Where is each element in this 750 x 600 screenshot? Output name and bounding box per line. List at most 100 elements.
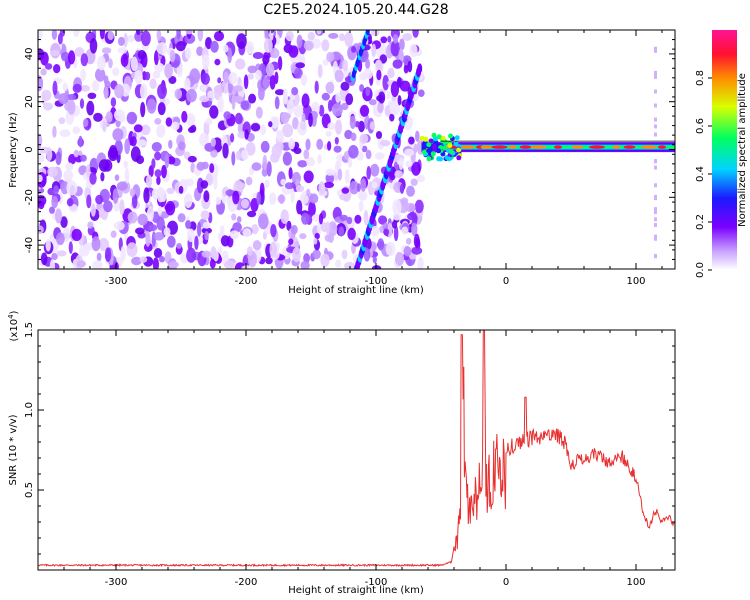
heatmap-cell bbox=[363, 210, 369, 226]
heatmap-cell bbox=[185, 30, 193, 35]
heatmap-cell bbox=[401, 226, 409, 235]
heatmap-cell bbox=[213, 84, 223, 101]
heatmap-cell bbox=[297, 121, 308, 136]
heatmap-cell bbox=[358, 200, 364, 212]
heatmap-cell bbox=[168, 261, 180, 268]
signal-hotspot bbox=[612, 145, 621, 149]
heatmap-cell bbox=[291, 224, 298, 235]
heatmap-cell bbox=[149, 78, 157, 89]
heatmap-cell bbox=[400, 197, 409, 205]
heatmap-cell bbox=[220, 235, 230, 247]
heatmap-cell bbox=[89, 38, 98, 54]
x-tick-label: 100 bbox=[626, 577, 645, 588]
heatmap-cell bbox=[328, 232, 334, 243]
heatmap-cell bbox=[143, 187, 150, 204]
heatmap-cell bbox=[200, 180, 209, 189]
heatmap-cell bbox=[140, 124, 151, 136]
snr-series-line bbox=[38, 330, 675, 568]
heatmap-cell bbox=[365, 149, 372, 160]
heatmap-cell bbox=[209, 163, 215, 174]
heatmap-cell bbox=[303, 40, 314, 51]
heatmap-cell bbox=[292, 247, 301, 263]
heatmap-cell bbox=[350, 132, 357, 142]
heatmap-cell bbox=[372, 256, 377, 264]
heatmap-cell bbox=[56, 250, 67, 257]
heatmap-cell bbox=[196, 46, 204, 56]
heatmap-cell bbox=[194, 235, 199, 250]
signal-hotspot bbox=[530, 145, 547, 149]
heatmap-cell bbox=[136, 30, 141, 36]
heatmap-cell bbox=[313, 237, 318, 245]
heatmap-cell bbox=[377, 238, 385, 251]
heatmap-cell bbox=[370, 163, 380, 177]
heatmap-cell bbox=[62, 82, 68, 92]
signal-turbulence bbox=[436, 156, 442, 162]
heatmap-cell bbox=[135, 227, 145, 235]
y-tick-label: 0 bbox=[24, 146, 35, 152]
heatmap-cell bbox=[404, 202, 416, 213]
heatmap-cell bbox=[119, 199, 125, 215]
heatmap-cell bbox=[277, 56, 283, 71]
x-tick-label: -200 bbox=[235, 577, 258, 588]
heatmap-cell bbox=[390, 81, 400, 98]
heatmap-cell bbox=[167, 156, 176, 165]
heatmap-cell bbox=[168, 76, 177, 84]
heatmap-cell bbox=[374, 152, 385, 160]
heatmap-cell bbox=[378, 215, 388, 225]
heatmap-cell bbox=[314, 80, 319, 94]
heatmap-cell bbox=[55, 208, 62, 224]
heatmap-cell bbox=[654, 117, 657, 122]
heatmap-cell bbox=[139, 256, 148, 263]
heatmap-cell bbox=[325, 81, 335, 94]
heatmap-cell bbox=[151, 188, 159, 200]
y-tick-label: 40 bbox=[24, 48, 35, 61]
signal-turbulence bbox=[442, 145, 448, 151]
heatmap-cell bbox=[159, 189, 167, 203]
heatmap-cell bbox=[68, 241, 73, 254]
heatmap-cell bbox=[166, 235, 176, 248]
heatmap-cell bbox=[156, 42, 168, 55]
heatmap-cell bbox=[234, 112, 243, 125]
heatmap-cell bbox=[245, 41, 255, 54]
heatmap-cell bbox=[411, 222, 418, 237]
heatmap-cell bbox=[349, 180, 360, 195]
heatmap-cell bbox=[104, 247, 112, 262]
heatmap-cell bbox=[250, 198, 259, 212]
heatmap-cell bbox=[337, 168, 343, 181]
heatmap-cell bbox=[209, 258, 216, 269]
heatmap-cell bbox=[288, 45, 299, 58]
heatmap-cell bbox=[112, 67, 120, 77]
heatmap-cell bbox=[134, 70, 143, 85]
heatmap-cell bbox=[154, 50, 159, 66]
y-tick-label: -40 bbox=[24, 237, 35, 253]
heatmap-cell bbox=[318, 181, 326, 196]
heatmap-cell bbox=[371, 181, 378, 189]
heatmap-cell bbox=[263, 51, 272, 59]
heatmap-cell bbox=[308, 112, 313, 128]
heatmap-cell bbox=[183, 193, 193, 209]
heatmap-cell bbox=[91, 236, 101, 252]
heatmap-cell bbox=[51, 195, 59, 209]
heatmap-cell bbox=[126, 34, 135, 43]
snr-frame bbox=[37, 329, 676, 571]
heatmap-cell bbox=[410, 178, 418, 186]
heatmap-cell bbox=[210, 40, 219, 53]
heatmap-cell bbox=[255, 106, 263, 119]
heatmap-cell bbox=[280, 209, 289, 225]
signal-turbulence bbox=[419, 135, 425, 141]
heatmap-cell bbox=[114, 84, 124, 99]
heatmap-cell bbox=[277, 194, 286, 204]
heatmap-cell bbox=[321, 39, 330, 52]
signal-turbulence bbox=[454, 135, 460, 141]
heatmap-cell bbox=[256, 191, 262, 206]
heatmap-cell bbox=[178, 185, 184, 194]
heatmap-cell bbox=[44, 63, 53, 70]
heatmap-cell bbox=[51, 30, 58, 40]
heatmap-cell bbox=[99, 30, 105, 40]
heatmap-cell bbox=[365, 86, 371, 97]
heatmap-cell bbox=[360, 178, 367, 192]
heatmap-cell bbox=[68, 50, 76, 65]
heatmap-cell bbox=[236, 33, 247, 49]
heatmap-cell bbox=[334, 119, 343, 135]
heatmap-cell bbox=[300, 73, 307, 86]
